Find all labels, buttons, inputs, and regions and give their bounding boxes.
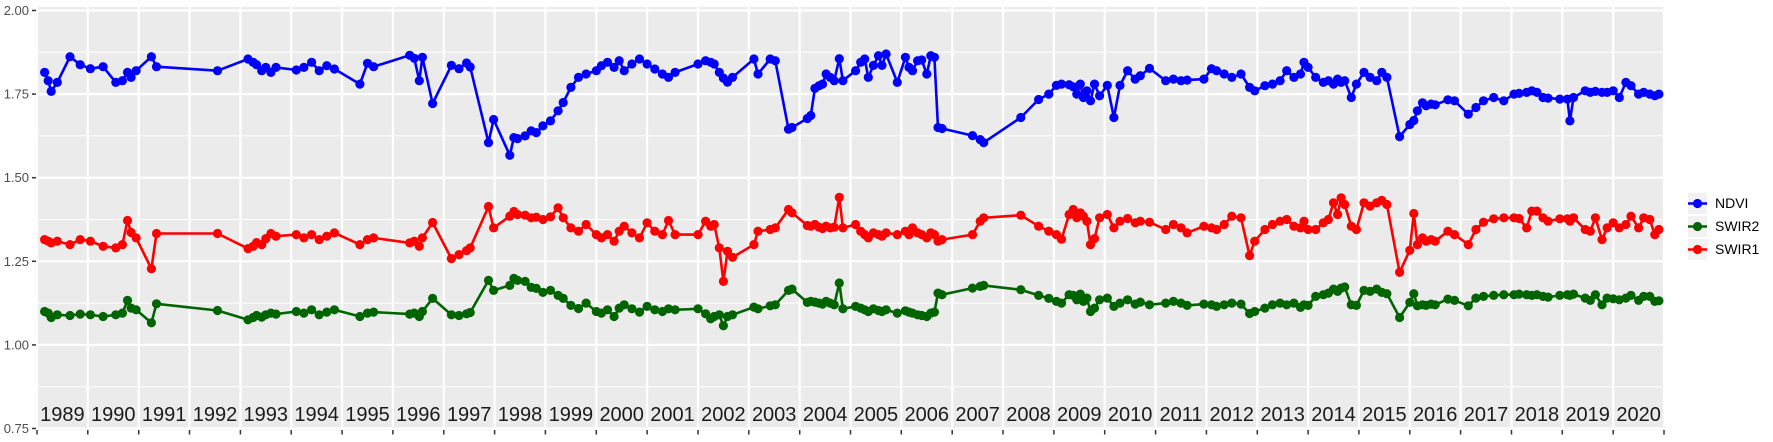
svg-text:1989: 1989 [40,404,85,426]
svg-text:2008: 2008 [1006,404,1051,426]
svg-text:1993: 1993 [244,404,289,426]
legend-key-swir1 [1688,239,1707,260]
svg-text:1995: 1995 [345,404,390,426]
legend-entry-ndvi: NDVI [1688,193,1759,214]
svg-text:1992: 1992 [193,404,238,426]
y-tick-labels: 2.00 1.75 1.50 1.25 1.00 0.75 [4,3,29,436]
svg-text:2.00: 2.00 [4,3,29,18]
svg-text:2004: 2004 [803,404,848,426]
svg-text:1.75: 1.75 [4,87,29,102]
svg-text:2009: 2009 [1057,404,1102,426]
series-swir2-points [40,273,1664,331]
point-marker-icon [1692,244,1703,255]
svg-text:2020: 2020 [1616,404,1661,426]
svg-text:1.50: 1.50 [4,170,29,185]
svg-text:1991: 1991 [142,404,187,426]
legend-entry-swir2: SWIR2 [1688,216,1759,237]
axis-ticks [32,9,1665,435]
svg-text:2005: 2005 [854,404,899,426]
svg-text:2006: 2006 [905,404,950,426]
svg-text:2014: 2014 [1311,404,1356,426]
svg-text:1994: 1994 [294,404,339,426]
legend-key-swir2 [1688,216,1707,237]
legend: NDVI SWIR2 SWIR1 [1688,193,1759,260]
svg-text:2011: 2011 [1159,404,1202,426]
svg-text:1990: 1990 [91,404,136,426]
svg-text:2017: 2017 [1464,404,1509,426]
svg-text:2012: 2012 [1210,404,1255,426]
legend-label-swir1: SWIR1 [1715,241,1760,257]
point-marker-icon [1692,198,1703,209]
svg-text:2016: 2016 [1413,404,1458,426]
svg-text:1996: 1996 [396,404,441,426]
svg-text:2015: 2015 [1362,404,1407,426]
legend-key-ndvi [1688,193,1707,214]
series-ndvi-points [40,49,1664,160]
legend-entry-swir1: SWIR1 [1688,239,1759,260]
svg-text:2007: 2007 [955,404,1000,426]
point-marker-icon [1692,221,1703,232]
svg-text:2002: 2002 [701,404,746,426]
svg-text:2013: 2013 [1260,404,1305,426]
svg-text:1997: 1997 [447,404,492,426]
x-tick-labels: 1989 1990 1991 1992 1993 1994 1995 1996 1997 1998… [40,404,1661,426]
legend-label-swir2: SWIR2 [1715,218,1760,234]
legend-label-ndvi: NDVI [1715,195,1749,211]
series-swir1-points [40,192,1664,286]
svg-text:1999: 1999 [549,404,594,426]
svg-text:1.25: 1.25 [4,254,29,269]
major-gridlines [35,7,1666,430]
svg-text:2003: 2003 [752,404,797,426]
svg-text:2019: 2019 [1565,404,1610,426]
svg-text:2001: 2001 [650,404,695,426]
svg-text:2010: 2010 [1108,404,1153,426]
svg-text:1998: 1998 [498,404,543,426]
svg-text:2000: 2000 [599,404,644,426]
svg-text:0.75: 0.75 [4,421,29,436]
svg-text:2018: 2018 [1515,404,1560,426]
svg-text:1.00: 1.00 [4,337,29,352]
